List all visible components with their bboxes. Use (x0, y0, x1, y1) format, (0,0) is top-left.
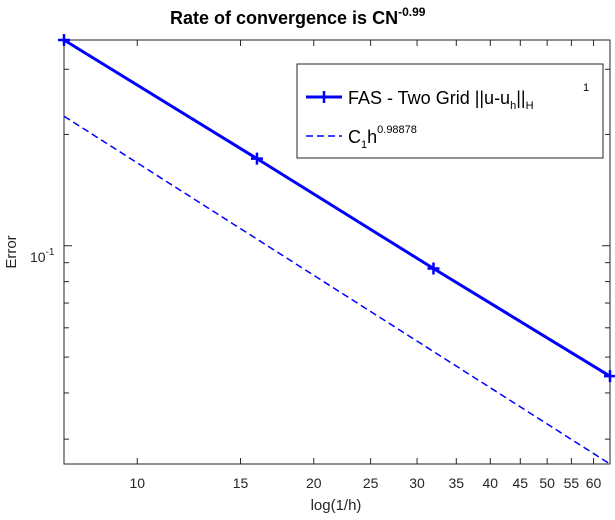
chart-title: Rate of convergence is CN-0.99 (170, 5, 426, 28)
x-tick-label: 55 (564, 475, 580, 491)
legend-entry-2-sub: 1 (361, 139, 367, 151)
y-tick-label-major: 10-1 (30, 247, 55, 265)
chart-title-main: Rate of convergence is CN (170, 8, 398, 28)
chart-title-exponent: -0.99 (398, 5, 426, 19)
data-point-marker (58, 34, 70, 46)
data-point-marker (427, 262, 440, 275)
legend-swatch-marker (318, 91, 330, 103)
series-line-2 (63, 115, 611, 465)
x-tick-label: 10 (129, 475, 145, 491)
legend-entry-2-after: h (367, 127, 377, 147)
legend-entry-2: C1h0.98878 (348, 124, 417, 151)
y-axis-label: Error (3, 235, 20, 268)
legend-entry-1-after: || (516, 88, 525, 108)
legend-entry-1: FAS - Two Grid ||u-uh||H (348, 88, 534, 112)
x-tick-label: 50 (539, 475, 555, 491)
x-tick-label: 60 (586, 475, 602, 491)
legend-entry-1-sub2: H (526, 100, 534, 112)
x-tick-label: 15 (233, 475, 249, 491)
x-axis-label: log(1/h) (311, 497, 362, 514)
y-tick-base: 10 (30, 249, 46, 265)
y-tick-exponent: -1 (46, 247, 55, 258)
legend-box (296, 63, 604, 159)
legend-entry-1-label: FAS - Two Grid ||u-u (348, 88, 510, 108)
series-layer (58, 34, 615, 465)
x-tick-label: 40 (483, 475, 499, 491)
x-tick-label: 30 (409, 475, 425, 491)
x-tick-label: 35 (449, 475, 465, 491)
data-point-marker (250, 152, 263, 165)
legend-entry-2-label: C (348, 127, 361, 147)
series-line-1 (63, 38, 611, 378)
x-tick-label: 45 (513, 475, 529, 491)
x-axis-ticks: 10 15 20 25 30 35 40 45 50 55 60 (129, 40, 602, 491)
legend-entry-1-sup: 1 (583, 82, 589, 94)
legend-entry-1-sub: h (510, 100, 516, 112)
x-tick-label: 25 (363, 475, 379, 491)
legend-entry-2-sup: 0.98878 (377, 124, 417, 136)
x-tick-label: 20 (306, 475, 322, 491)
data-point-marker (604, 370, 615, 383)
y-axis-ticks (64, 68, 610, 440)
legend: FAS - Two Grid ||u-uh||H 1 C1h0.98878 (296, 63, 604, 159)
